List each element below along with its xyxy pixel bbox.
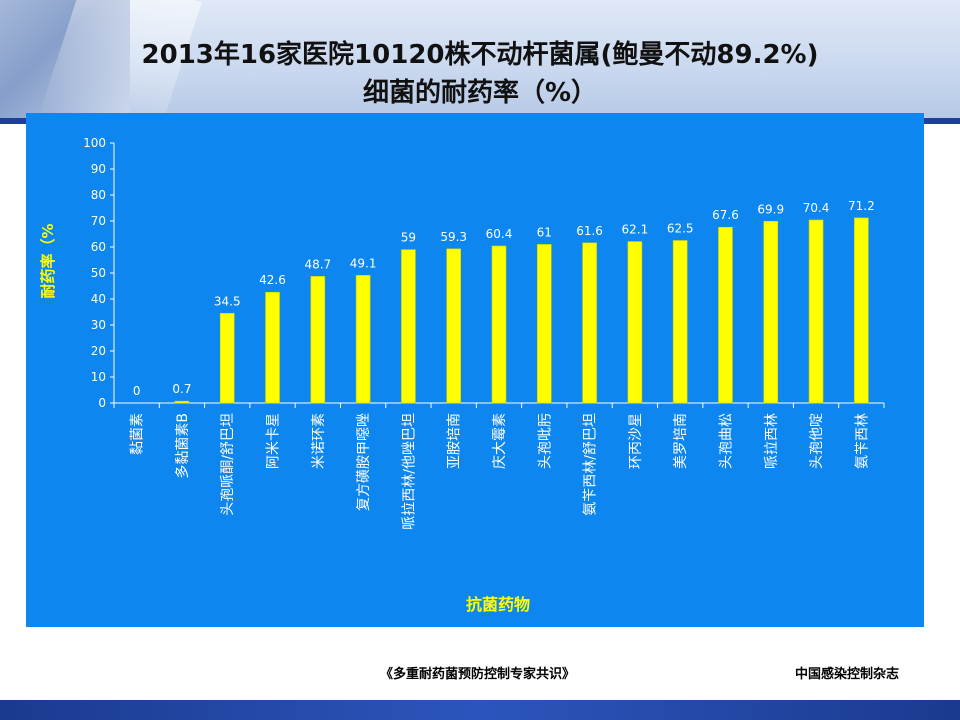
- y-tick-label: 20: [91, 344, 106, 358]
- bar: [627, 241, 643, 404]
- bar: [718, 226, 733, 404]
- bar-value-label: 59: [401, 231, 416, 245]
- bar: [446, 248, 462, 404]
- x-category-label: 氨苄西林/舒巴坦: [583, 413, 599, 516]
- x-category-label: 头孢他啶: [809, 413, 825, 469]
- y-tick-label: 60: [91, 240, 106, 254]
- bar: [265, 291, 280, 404]
- x-category-label: 亚胺培南: [447, 413, 463, 469]
- x-category-label: 氨苄西林: [854, 413, 870, 469]
- bar: [219, 313, 235, 404]
- x-category-label: 哌拉西林: [763, 413, 780, 469]
- bottom-bar: [0, 700, 960, 720]
- source-citation: 《多重耐药菌预防控制专家共识》: [380, 667, 576, 682]
- y-tick-label: 70: [91, 214, 106, 228]
- x-axis-title: 抗菌药物: [466, 595, 530, 614]
- bar-value-label: 49.1: [350, 256, 377, 270]
- chart-panel: 耐药率（% 抗菌药物 0 10 20 30 40 50 60 70 80 90 100 0 黏菌素 0.7…: [26, 113, 924, 627]
- y-tick-label: 80: [91, 188, 106, 202]
- x-category-label: 多黏菌素B: [174, 413, 191, 479]
- bar: [854, 217, 869, 404]
- slide-header: 2013年16家医院10120株不动杆菌属(鲍曼不动89.2%) 细菌的耐药率（…: [0, 0, 960, 118]
- bar: [491, 245, 507, 404]
- bar-value-label: 59.3: [440, 230, 467, 244]
- bar-value-label: 62.1: [622, 223, 649, 237]
- x-category-label: 环丙沙星: [628, 413, 644, 469]
- x-category-label: 头孢曲松: [718, 413, 734, 469]
- bar: [582, 242, 597, 404]
- y-tick-label: 0: [98, 396, 106, 410]
- x-category-label: 头孢哌酮/舒巴坦: [219, 413, 236, 516]
- bar-value-label: 0: [133, 384, 141, 398]
- bar-value-label: 60.4: [486, 227, 513, 241]
- y-tick-label: 10: [91, 370, 106, 384]
- bar-value-label: 71.2: [848, 199, 875, 213]
- bar-value-label: 69.9: [757, 202, 784, 216]
- x-category-label: 复方磺胺甲噁唑: [355, 413, 372, 511]
- y-tick-label: 40: [91, 292, 106, 306]
- bar-value-label: 61: [537, 225, 552, 239]
- bar-value-label: 34.5: [214, 294, 241, 308]
- bar-value-label: 61.6: [576, 224, 603, 238]
- bar: [763, 220, 779, 404]
- y-tick-label: 50: [91, 266, 106, 280]
- bar-value-label: 48.7: [304, 257, 331, 271]
- bar-value-label: 42.6: [259, 273, 286, 287]
- y-tick-label: 100: [83, 136, 106, 150]
- bar: [401, 249, 416, 404]
- bar: [310, 276, 326, 404]
- x-category-label: 米诺环素: [311, 413, 327, 469]
- publisher-name: 中国感染控制杂志: [795, 667, 900, 682]
- x-category-label: 阿米卡星: [266, 413, 282, 469]
- slide-title-line1: 2013年16家医院10120株不动杆菌属(鲍曼不动89.2%): [141, 40, 819, 70]
- bar-value-label: 62.5: [667, 222, 694, 236]
- bar: [672, 240, 688, 404]
- x-category-label: 哌拉西林/他唑巴坦: [400, 413, 417, 530]
- x-category-label: 美罗培南: [673, 413, 689, 469]
- y-tick-label: 30: [91, 318, 106, 332]
- y-axis-title: 耐药率（%: [39, 223, 57, 298]
- bar-chart: 耐药率（% 抗菌药物 0 10 20 30 40 50 60 70 80 90 100 0 黏菌素 0.7…: [39, 136, 885, 614]
- bar: [808, 219, 824, 404]
- y-tick-label: 90: [91, 162, 106, 176]
- bar-value-label: 70.4: [803, 201, 830, 215]
- bar: [355, 275, 371, 404]
- x-category-label: 庆大霉素: [492, 413, 508, 469]
- bar: [536, 244, 552, 404]
- slide-title-line2: 细菌的耐药率（%）: [362, 78, 598, 108]
- x-category-label: 头孢吡肟: [537, 413, 553, 469]
- x-category-label: 黏菌素: [130, 413, 146, 455]
- bar-value-label: 0.7: [172, 382, 191, 396]
- bar: [174, 400, 190, 404]
- bar-value-label: 67.6: [712, 208, 739, 222]
